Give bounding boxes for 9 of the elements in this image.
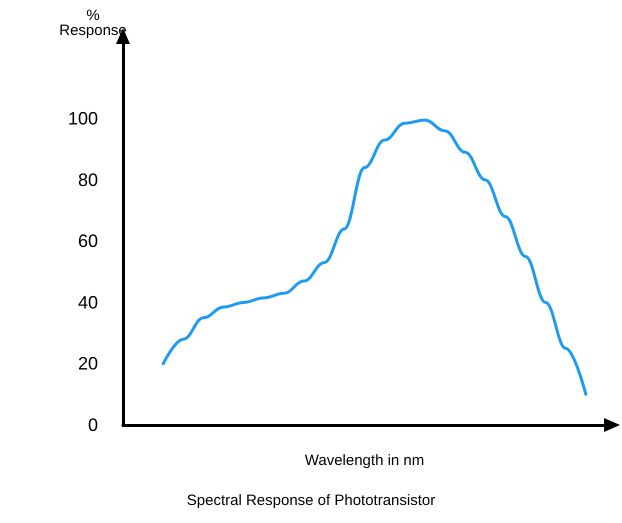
- y-tick-label: 60: [78, 231, 98, 252]
- x-axis-title: Wavelength in nm: [304, 452, 424, 469]
- y-tick-label: 20: [78, 354, 98, 374]
- line-series: [162, 118, 588, 396]
- y-tick-label: 0: [88, 415, 98, 435]
- y-tick-label: 100: [68, 108, 98, 129]
- text: Spectral Response of Phototransistor: [186, 492, 436, 509]
- y-tick-label: 80: [78, 170, 98, 190]
- y-tick-label: 40: [78, 292, 98, 312]
